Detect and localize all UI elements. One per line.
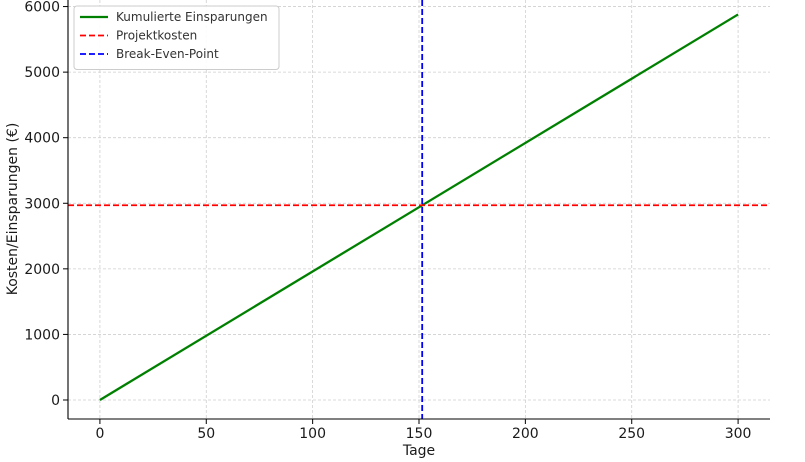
x-tick-label: 200 (512, 426, 539, 442)
legend-label: Projektkosten (116, 29, 197, 43)
legend-box (73, 5, 280, 70)
x-tick-label: 100 (299, 426, 326, 442)
y-tick-label: 6000 (24, 0, 60, 16)
x-tick-label: 300 (725, 426, 752, 442)
legend-label: Break-Even-Point (116, 47, 219, 61)
x-tick-label: 0 (95, 426, 104, 442)
x-tick-label: 50 (197, 426, 215, 442)
y-axis-title: Kosten/Einsparungen (€) (5, 123, 21, 296)
x-tick-label: 150 (406, 426, 433, 442)
y-tick-label: 4000 (24, 131, 60, 147)
x-axis-title: Tage (402, 443, 435, 459)
y-tick-label: 3000 (24, 196, 60, 212)
x-tick-label: 250 (618, 426, 645, 442)
ticks: 0 50 100 150 200 250 3000100020003000400050006… (24, 0, 751, 442)
y-tick-label: 5000 (24, 65, 60, 81)
y-tick-label: 1000 (24, 327, 60, 343)
y-tick-label: 0 (51, 393, 60, 409)
legend: Kumulierte Einsparungen Projektkosten Brea… (73, 5, 280, 70)
series-layer (68, 0, 770, 419)
savings-line (99, 13, 739, 401)
y-tick-label: 2000 (24, 262, 60, 278)
legend-label: Kumulierte Einsparungen (116, 10, 268, 24)
